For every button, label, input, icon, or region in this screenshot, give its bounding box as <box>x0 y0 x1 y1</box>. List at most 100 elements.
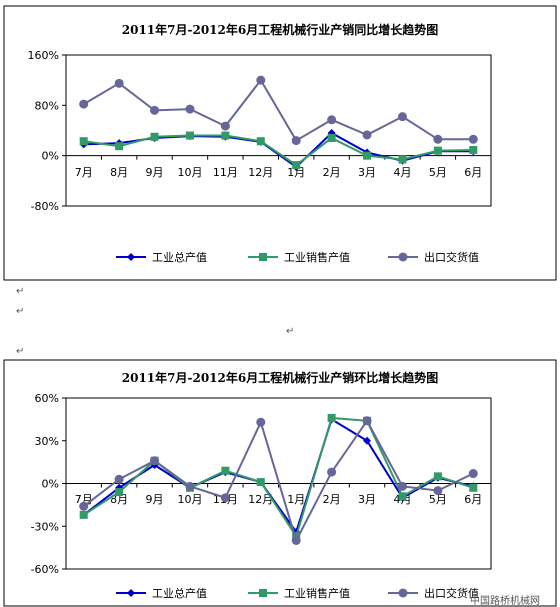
data-point <box>79 137 88 146</box>
y-tick-label: -30% <box>31 520 59 533</box>
data-point <box>185 481 195 491</box>
watermark: 中国路桥机械网 <box>470 596 540 607</box>
legend-marker <box>259 589 267 597</box>
paragraph-mark: ↵ <box>16 286 25 297</box>
y-tick-label: 30% <box>35 435 59 448</box>
data-point <box>220 493 230 503</box>
data-point <box>114 78 124 88</box>
legend-label: 出口交货值 <box>424 250 479 264</box>
legend-marker <box>259 253 267 261</box>
legend-label: 工业总产值 <box>152 586 207 600</box>
data-point <box>433 486 443 496</box>
data-point <box>327 413 336 422</box>
data-point <box>468 134 478 144</box>
data-point <box>150 456 160 466</box>
data-point <box>469 146 478 155</box>
data-point <box>291 536 301 545</box>
legend-marker <box>398 252 408 262</box>
data-point <box>363 151 372 160</box>
data-point <box>291 136 301 146</box>
legend-marker <box>398 588 408 598</box>
data-point <box>79 510 88 519</box>
legend-label: 工业销售产值 <box>284 250 350 264</box>
legend-marker <box>127 253 135 261</box>
y-tick-label: -80% <box>31 200 59 213</box>
x-tick-label: 3月 <box>358 493 376 506</box>
data-point <box>397 481 407 491</box>
x-tick-label: 9月 <box>146 493 164 506</box>
x-tick-label: 7月 <box>75 166 93 179</box>
paragraph-mark: ↵ <box>16 346 25 357</box>
data-point <box>114 474 124 484</box>
x-tick-label: 2月 <box>323 166 341 179</box>
x-tick-label: 12月 <box>248 166 273 179</box>
x-tick-label: 1月 <box>287 493 305 506</box>
legend-marker <box>127 589 135 597</box>
x-tick-label: 3月 <box>358 166 376 179</box>
y-tick-label: -60% <box>31 563 59 576</box>
paragraph-mark: ↵ <box>16 306 25 317</box>
x-tick-label: 5月 <box>429 166 447 179</box>
x-tick-label: 8月 <box>110 166 128 179</box>
data-point <box>397 112 407 122</box>
x-tick-label: 5月 <box>429 493 447 506</box>
data-point <box>468 469 478 479</box>
x-tick-label: 8月 <box>110 493 128 506</box>
y-tick-label: 0% <box>42 150 59 163</box>
data-point <box>256 478 265 487</box>
x-tick-label: 11月 <box>213 166 238 179</box>
data-point <box>433 134 443 144</box>
chart-title: 2011年7月-2012年6月工程机械行业产销环比增长趋势图 <box>122 370 438 385</box>
y-tick-label: 60% <box>35 392 59 405</box>
x-tick-label: 2月 <box>323 493 341 506</box>
data-point <box>398 155 407 164</box>
data-point <box>150 132 159 141</box>
data-point <box>221 466 230 475</box>
data-point <box>79 501 89 511</box>
paragraph-mark: ↵ <box>286 326 295 337</box>
data-point <box>256 75 266 85</box>
data-point <box>185 104 195 114</box>
data-point <box>433 146 442 155</box>
legend-label: 出口交货值 <box>424 586 479 600</box>
x-tick-label: 6月 <box>464 166 482 179</box>
data-point <box>363 436 372 445</box>
y-tick-label: 0% <box>42 478 59 491</box>
x-tick-label: 10月 <box>177 493 202 506</box>
data-point <box>362 130 372 140</box>
data-point <box>220 121 230 131</box>
data-point <box>327 115 337 125</box>
chart-title: 2011年7月-2012年6月工程机械行业产销同比增长趋势图 <box>122 22 438 37</box>
data-point <box>292 161 301 170</box>
x-tick-label: 4月 <box>393 166 411 179</box>
data-point <box>115 142 124 151</box>
plot-area <box>65 54 492 207</box>
legend-label: 工业销售产值 <box>284 586 350 600</box>
data-point <box>256 137 265 146</box>
data-point <box>185 131 194 140</box>
data-point <box>221 131 230 140</box>
series-line-3 <box>83 418 474 544</box>
data-point <box>256 417 266 427</box>
data-point <box>115 488 124 497</box>
data-point <box>327 134 336 143</box>
data-point <box>327 467 337 477</box>
x-tick-label: 9月 <box>146 166 164 179</box>
x-tick-label: 1月 <box>287 166 305 179</box>
data-point <box>469 483 478 492</box>
x-tick-label: 10月 <box>177 166 202 179</box>
series-line-1 <box>83 417 474 535</box>
y-tick-label: 80% <box>35 99 59 112</box>
series-line-2 <box>83 134 474 167</box>
data-point <box>79 99 89 109</box>
series-line-3 <box>83 78 474 142</box>
series-line-2 <box>83 416 474 539</box>
data-point <box>150 105 160 115</box>
data-point <box>362 416 372 426</box>
y-tick-label: 160% <box>28 49 59 62</box>
x-tick-label: 12月 <box>248 493 273 506</box>
x-tick-label: 6月 <box>464 493 482 506</box>
data-point <box>398 492 407 501</box>
data-point <box>433 472 442 481</box>
